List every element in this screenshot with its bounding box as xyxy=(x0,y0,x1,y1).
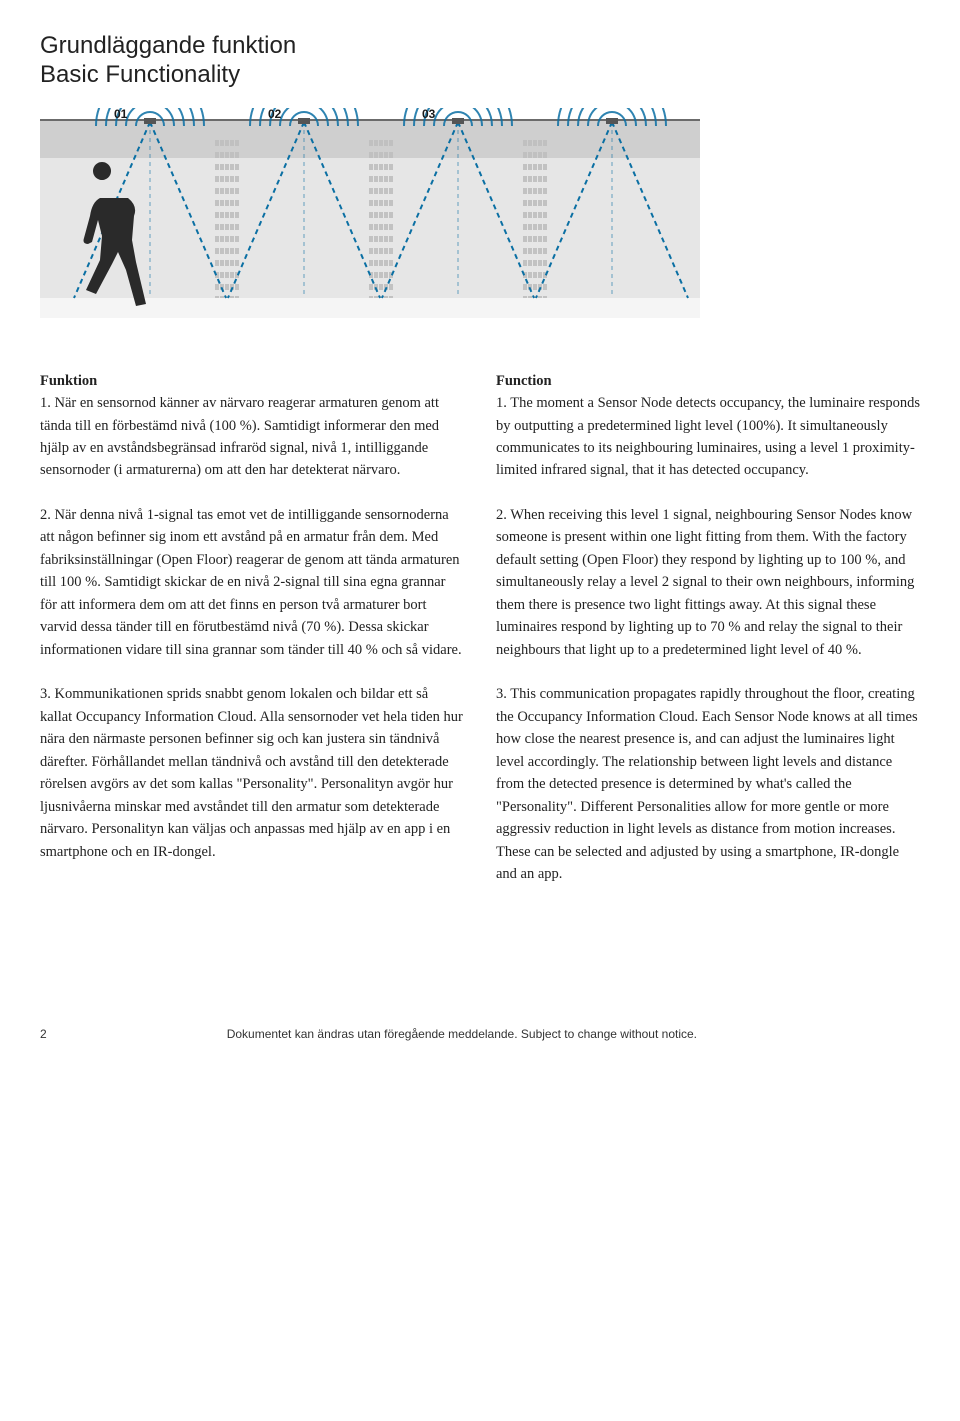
svg-text:03: 03 xyxy=(422,108,436,121)
page-number: 2 xyxy=(40,1027,47,1041)
right-p3: 3. This communication propagates rapidly… xyxy=(496,683,920,885)
left-heading: Funktion xyxy=(40,373,97,389)
text-columns: Funktion 1. När en sensornod känner av n… xyxy=(40,370,920,908)
title-line-2: Basic Functionality xyxy=(40,61,240,88)
right-p1: Function 1. The moment a Sensor Node det… xyxy=(496,370,920,482)
title-line-1: Grundläggande funktion xyxy=(40,32,296,59)
left-p3: 3. Kommunikationen sprids snabbt genom l… xyxy=(40,683,464,863)
right-p1-text: 1. The moment a Sensor Node detects occu… xyxy=(496,395,920,478)
page-title: Grundläggande funktion Basic Functionali… xyxy=(40,32,920,90)
left-p1-text: 1. När en sensornod känner av närvaro re… xyxy=(40,395,439,478)
footer-text: Dokumentet kan ändras utan föregående me… xyxy=(227,1027,697,1041)
column-swedish: Funktion 1. När en sensornod känner av n… xyxy=(40,370,464,908)
svg-text:02: 02 xyxy=(268,108,282,121)
page-footer: 2 Dokumentet kan ändras utan föregående … xyxy=(40,1027,920,1041)
left-p1: Funktion 1. När en sensornod känner av n… xyxy=(40,370,464,482)
right-p2: 2. When receiving this level 1 signal, n… xyxy=(496,504,920,661)
sensor-diagram: 01 02 03 xyxy=(40,108,700,318)
svg-text:01: 01 xyxy=(114,108,128,121)
right-heading: Function xyxy=(496,373,552,389)
column-english: Function 1. The moment a Sensor Node det… xyxy=(496,370,920,908)
left-p2: 2. När denna nivå 1-signal tas emot vet … xyxy=(40,504,464,661)
